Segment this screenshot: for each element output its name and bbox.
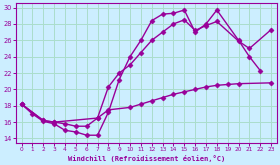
X-axis label: Windchill (Refroidissement éolien,°C): Windchill (Refroidissement éolien,°C): [68, 155, 225, 162]
